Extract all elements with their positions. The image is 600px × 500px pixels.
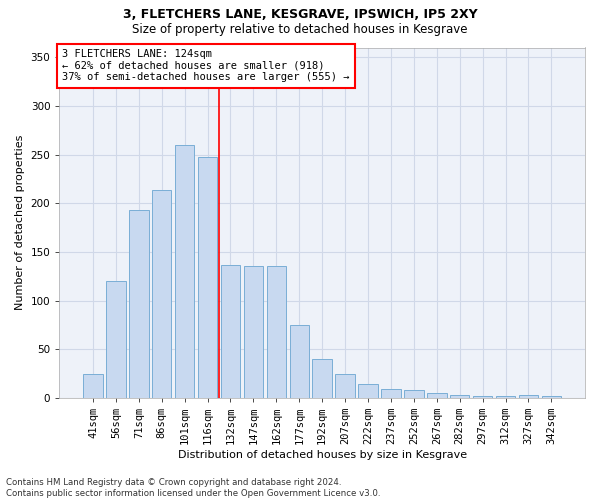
Bar bbox=[290, 325, 309, 398]
Text: Size of property relative to detached houses in Kesgrave: Size of property relative to detached ho… bbox=[132, 22, 468, 36]
Bar bbox=[244, 266, 263, 398]
Bar bbox=[152, 190, 172, 398]
Bar bbox=[473, 396, 493, 398]
Bar bbox=[404, 390, 424, 398]
Bar bbox=[496, 396, 515, 398]
Bar bbox=[542, 396, 561, 398]
Bar bbox=[83, 374, 103, 398]
Text: Contains HM Land Registry data © Crown copyright and database right 2024.
Contai: Contains HM Land Registry data © Crown c… bbox=[6, 478, 380, 498]
Bar bbox=[129, 210, 149, 398]
Bar bbox=[106, 281, 125, 398]
Bar bbox=[198, 158, 217, 398]
Bar bbox=[519, 395, 538, 398]
Bar bbox=[221, 264, 240, 398]
Bar bbox=[335, 374, 355, 398]
Y-axis label: Number of detached properties: Number of detached properties bbox=[15, 135, 25, 310]
Text: 3 FLETCHERS LANE: 124sqm
← 62% of detached houses are smaller (918)
37% of semi-: 3 FLETCHERS LANE: 124sqm ← 62% of detach… bbox=[62, 50, 349, 82]
Bar bbox=[450, 395, 469, 398]
Bar bbox=[313, 359, 332, 398]
X-axis label: Distribution of detached houses by size in Kesgrave: Distribution of detached houses by size … bbox=[178, 450, 467, 460]
Bar bbox=[266, 266, 286, 398]
Bar bbox=[381, 389, 401, 398]
Bar bbox=[358, 384, 378, 398]
Text: 3, FLETCHERS LANE, KESGRAVE, IPSWICH, IP5 2XY: 3, FLETCHERS LANE, KESGRAVE, IPSWICH, IP… bbox=[122, 8, 478, 20]
Bar bbox=[427, 393, 446, 398]
Bar bbox=[175, 145, 194, 398]
